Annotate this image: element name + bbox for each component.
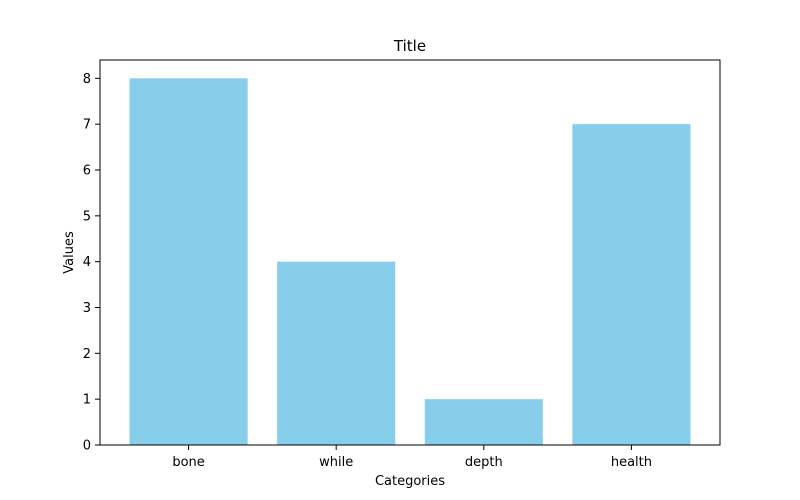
- x-tick-label-health: health: [611, 455, 652, 470]
- x-tick-label-bone: bone: [172, 455, 204, 470]
- y-tick-label: 8: [83, 72, 91, 87]
- y-tick-label: 0: [83, 439, 91, 454]
- y-tick-label: 5: [83, 209, 91, 224]
- x-axis-ticks: bone while depth health: [172, 445, 652, 470]
- y-axis-ticks: 0 1 2 3 4 5 6 7 8: [83, 72, 100, 454]
- x-axis-label: Categories: [375, 474, 445, 489]
- bars-group: [129, 78, 691, 446]
- y-tick-label: 6: [83, 164, 91, 179]
- chart-title: Title: [393, 37, 426, 55]
- y-tick-label: 4: [83, 255, 91, 270]
- y-tick-label: 1: [83, 393, 91, 408]
- plot-frame: [99, 59, 721, 446]
- bar-depth: [424, 399, 543, 445]
- y-axis-label: Values: [62, 231, 77, 274]
- y-tick-label: 2: [83, 347, 91, 362]
- y-tick-label: 3: [83, 301, 91, 316]
- bar-health: [572, 124, 691, 446]
- x-tick-label-while: while: [319, 455, 353, 470]
- x-tick-label-depth: depth: [465, 455, 503, 470]
- bar-bone: [129, 78, 248, 445]
- bar-while: [277, 261, 396, 445]
- y-tick-label: 7: [83, 118, 91, 133]
